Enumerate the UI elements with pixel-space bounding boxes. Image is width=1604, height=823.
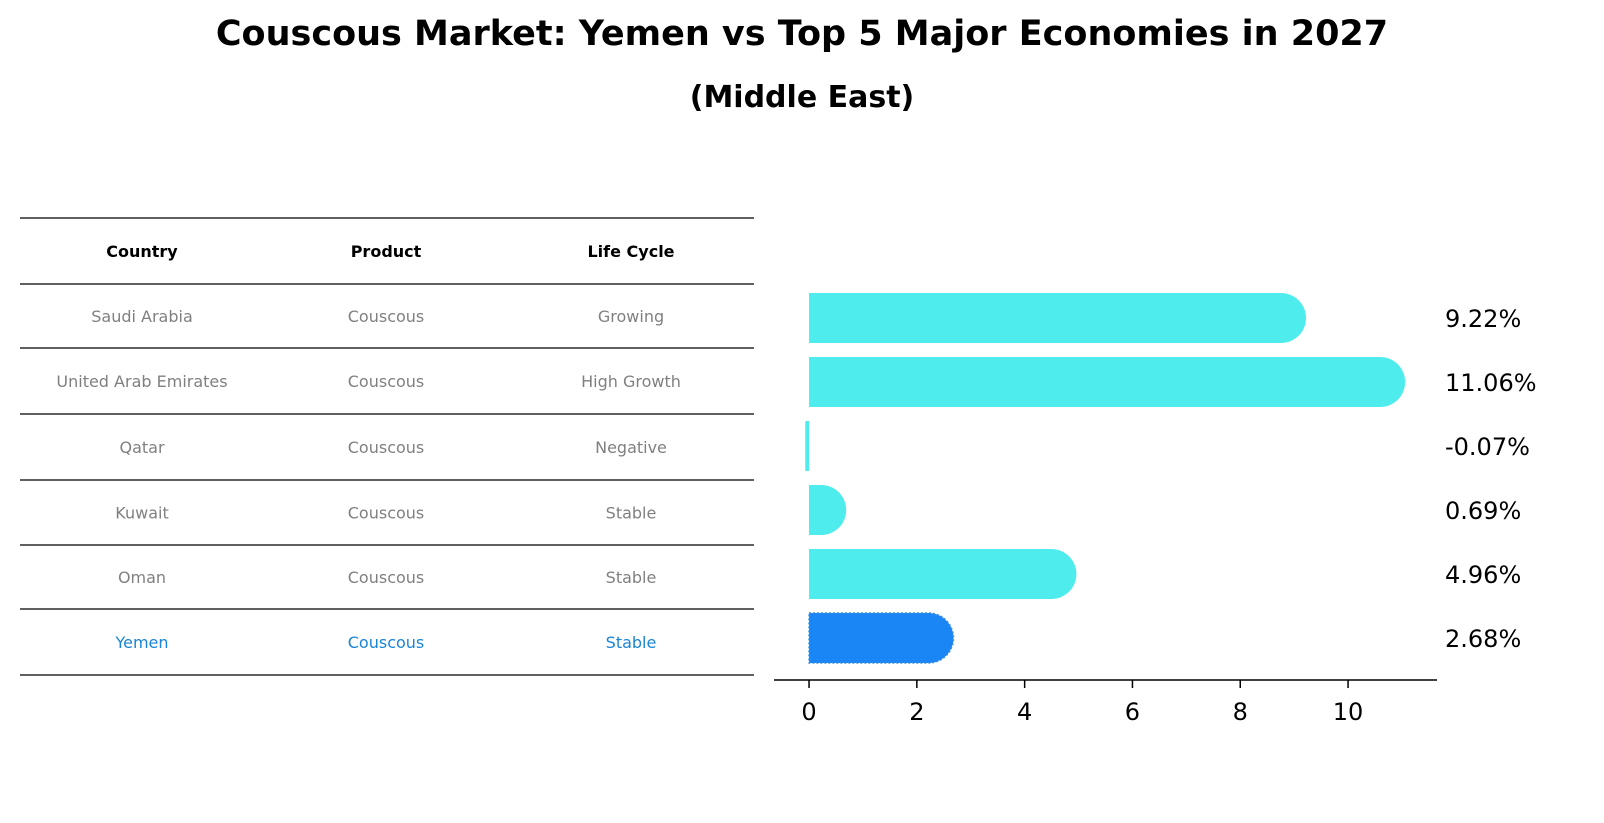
x-tick-label-8: 8 xyxy=(1233,698,1248,726)
chart-subtitle: (Middle East) xyxy=(689,80,915,115)
value-label-kuwait: 0.69% xyxy=(1445,497,1521,525)
column-header-product: Product xyxy=(351,242,422,261)
table-cell-country-saudi-arabia: Saudi Arabia xyxy=(91,307,193,326)
table-cell-product-qatar: Couscous xyxy=(348,438,425,457)
table-cell-country-qatar: Qatar xyxy=(119,438,164,457)
chart-title: Couscous Market: Yemen vs Top 5 Major Ec… xyxy=(215,14,1389,54)
table-cell-product-united-arab-emirates: Couscous xyxy=(348,372,425,391)
table-cell-product-kuwait: Couscous xyxy=(348,504,425,523)
value-label-oman: 4.96% xyxy=(1445,561,1521,589)
x-tick-label-6: 6 xyxy=(1125,698,1140,726)
bar-oman xyxy=(809,549,1077,599)
table-cell-country-oman: Oman xyxy=(118,568,166,587)
x-tick-label-2: 2 xyxy=(909,698,924,726)
table-cell-product-oman: Couscous xyxy=(348,568,425,587)
table-cell-life-cycle-oman: Stable xyxy=(606,568,657,587)
value-label-qatar: -0.07% xyxy=(1445,433,1530,461)
table-cell-product-saudi-arabia: Couscous xyxy=(348,307,425,326)
bar-united-arab-emirates xyxy=(809,357,1406,407)
bar-qatar xyxy=(805,421,810,471)
bar-saudi-arabia xyxy=(809,293,1307,343)
bar-yemen xyxy=(808,612,955,664)
market-table: Country Product Life Cycle Saudi Arabia Cous… xyxy=(20,217,754,676)
bar-kuwait xyxy=(809,485,847,535)
table-cell-life-cycle-united-arab-emirates: High Growth xyxy=(581,372,681,391)
value-label-yemen: 2.68% xyxy=(1445,625,1521,653)
table-cell-product-yemen: Couscous xyxy=(348,633,425,652)
table-cell-life-cycle-saudi-arabia: Growing xyxy=(598,307,664,326)
table-cell-life-cycle-qatar: Negative xyxy=(595,438,667,457)
column-header-life-cycle: Life Cycle xyxy=(587,242,674,261)
x-tick-label-10: 10 xyxy=(1333,698,1364,726)
column-header-country: Country xyxy=(106,242,178,261)
table-cell-country-united-arab-emirates: United Arab Emirates xyxy=(56,372,227,391)
table-cell-country-kuwait: Kuwait xyxy=(115,504,168,523)
value-label-united-arab-emirates: 11.06% xyxy=(1445,369,1537,397)
table-cell-country-yemen: Yemen xyxy=(114,633,168,652)
value-label-saudi-arabia: 9.22% xyxy=(1445,305,1521,333)
table-cell-life-cycle-yemen: Stable xyxy=(606,633,657,652)
table-cell-life-cycle-kuwait: Stable xyxy=(606,504,657,523)
x-tick-label-4: 4 xyxy=(1017,698,1032,726)
x-tick-label-0: 0 xyxy=(801,698,816,726)
